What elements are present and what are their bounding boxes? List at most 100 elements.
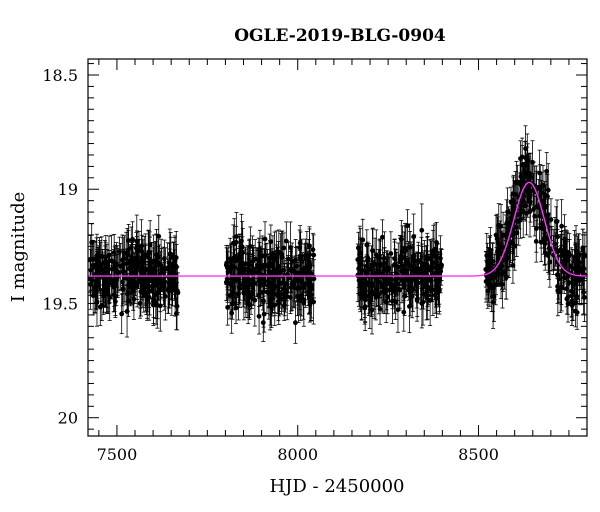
- data-point: [357, 291, 363, 297]
- data-point: [378, 261, 383, 267]
- data-point: [364, 257, 370, 263]
- data-point: [294, 263, 300, 269]
- data-point: [90, 263, 95, 268]
- data-point: [96, 268, 102, 274]
- data-point: [362, 297, 368, 303]
- data-point: [419, 301, 425, 306]
- data-point: [225, 304, 231, 310]
- data-point: [572, 254, 577, 260]
- data-point: [290, 282, 296, 287]
- data-point: [236, 291, 241, 297]
- data-point: [288, 266, 294, 272]
- x-tick-label: 8500: [458, 445, 499, 464]
- data-point: [123, 256, 129, 261]
- data-point: [414, 298, 420, 303]
- data-point: [281, 245, 287, 251]
- data-point: [154, 302, 160, 308]
- data-point: [390, 298, 395, 304]
- data-point: [138, 243, 144, 249]
- data-point: [398, 236, 404, 242]
- data-point: [238, 253, 243, 259]
- data-point: [513, 191, 518, 197]
- data-point: [407, 244, 413, 250]
- data-point: [546, 250, 552, 256]
- data-point: [293, 320, 298, 326]
- data-point: [487, 284, 493, 290]
- data-point: [232, 265, 237, 270]
- data-point: [88, 276, 93, 282]
- data-point: [485, 276, 491, 282]
- data-point: [516, 219, 522, 224]
- data-point: [157, 286, 163, 291]
- data-point: [267, 260, 273, 266]
- data-point: [306, 276, 312, 282]
- data-point: [129, 264, 135, 270]
- data-point: [88, 281, 93, 287]
- data-point: [366, 292, 372, 298]
- data-point: [171, 260, 177, 266]
- data-point: [310, 247, 316, 253]
- data-point: [293, 257, 299, 263]
- data-point: [134, 238, 140, 244]
- data-point: [563, 255, 569, 261]
- data-point: [101, 279, 107, 285]
- data-point: [373, 252, 379, 258]
- data-point: [271, 282, 276, 288]
- data-point: [436, 263, 442, 269]
- data-point: [359, 262, 364, 268]
- axis-ticks: 7500 8000 8500 18.5 19 19.5 20: [42, 59, 588, 464]
- data-point: [430, 265, 436, 270]
- model-curve: [88, 181, 587, 277]
- data-point: [376, 292, 382, 298]
- data-point: [138, 277, 143, 283]
- data-point: [424, 278, 430, 284]
- data-point: [231, 285, 236, 291]
- data-point: [395, 281, 401, 286]
- data-point: [566, 251, 572, 256]
- data-point: [570, 265, 575, 271]
- data-point: [566, 280, 572, 286]
- data-point: [356, 245, 361, 251]
- data-point: [543, 237, 549, 242]
- data-point: [537, 170, 543, 176]
- data-point: [544, 193, 550, 199]
- data-point: [233, 305, 239, 311]
- data-point: [430, 248, 436, 253]
- data-point: [173, 283, 179, 288]
- data-point: [505, 209, 510, 215]
- data-point: [411, 258, 417, 264]
- data-point: [246, 281, 252, 287]
- data-point: [558, 248, 564, 254]
- data-point: [553, 247, 559, 252]
- data-point: [145, 255, 151, 260]
- data-point: [117, 249, 122, 254]
- x-tick-label: 8000: [277, 445, 318, 464]
- data-point: [364, 242, 370, 248]
- data-point: [111, 284, 117, 290]
- data-point: [367, 299, 373, 305]
- data-point: [233, 239, 239, 245]
- data-point: [520, 198, 526, 204]
- data-point: [397, 287, 403, 293]
- data-point: [554, 219, 560, 224]
- data-point: [522, 188, 528, 193]
- data-point: [143, 282, 149, 288]
- data-point: [523, 155, 529, 161]
- data-point: [555, 284, 560, 289]
- data-point: [421, 261, 427, 267]
- data-point: [311, 252, 317, 258]
- data-point: [302, 253, 308, 258]
- data-point: [231, 255, 237, 261]
- data-point: [240, 250, 246, 256]
- data-point: [282, 281, 287, 286]
- data-point: [112, 259, 118, 265]
- data-point: [508, 239, 513, 245]
- data-point: [228, 259, 234, 265]
- data-point: [270, 251, 276, 257]
- data-point: [389, 286, 395, 292]
- plot-frame: [87, 58, 588, 437]
- data-point: [401, 284, 407, 290]
- y-tick-label: 19.5: [42, 294, 78, 313]
- data-point: [267, 255, 273, 261]
